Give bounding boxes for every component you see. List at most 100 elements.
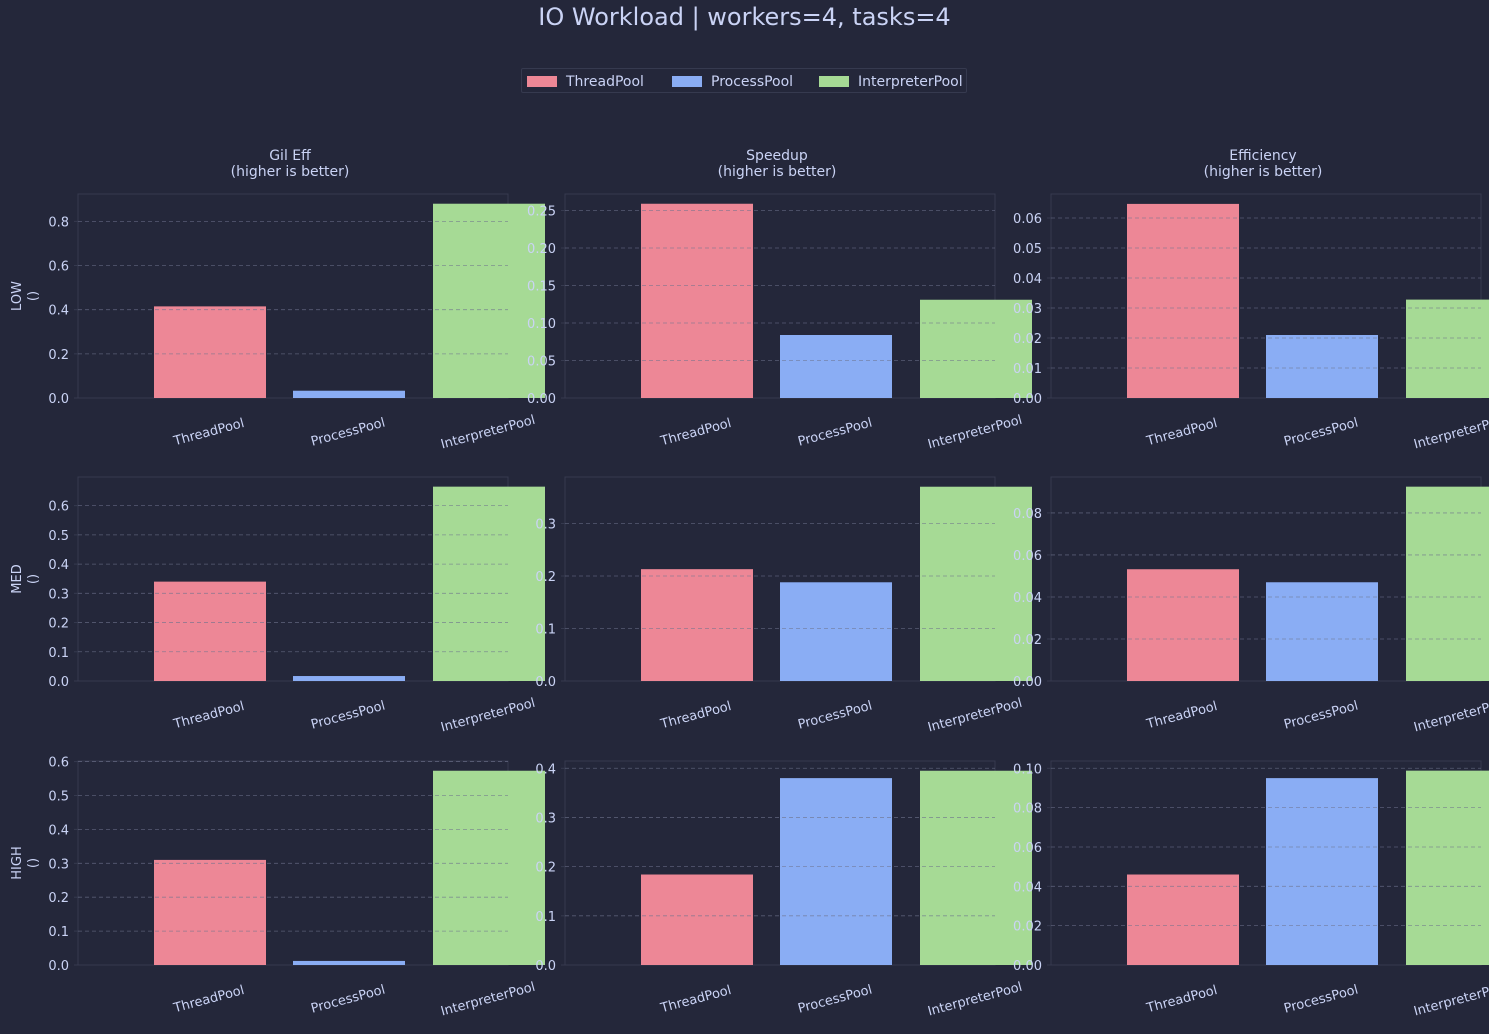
bar-threadpool xyxy=(641,203,753,398)
panel-high-gil-eff: 0.0 0.1 0.2 0.3 0.4 0.5 0.6 ThreadPool ProcessPo… xyxy=(48,756,545,1019)
bar-interpreterpool xyxy=(1406,770,1489,965)
x-tick-label-interpreterpool: InterpreterPool xyxy=(439,413,537,453)
bar-threadpool xyxy=(154,859,266,965)
row-sublabel: () xyxy=(26,291,41,301)
column-subtitle: (higher is better) xyxy=(1204,164,1323,180)
bar-interpreterpool xyxy=(433,486,545,681)
bar-processpool xyxy=(293,960,405,965)
x-tick-label-processpool: ProcessPool xyxy=(796,416,874,450)
bar-interpreterpool xyxy=(433,770,545,965)
y-tick-label: 0.25 xyxy=(527,205,556,220)
y-tick-label: 0.6 xyxy=(48,756,69,771)
y-tick-label: 0.05 xyxy=(1013,242,1042,257)
y-tick-label: 0.10 xyxy=(1013,762,1042,777)
bar-processpool xyxy=(293,390,405,398)
bar-threadpool xyxy=(1127,203,1239,398)
x-tick-label-processpool: ProcessPool xyxy=(309,983,387,1017)
panel-low-gil-eff: 0.0 0.2 0.4 0.6 0.8 ThreadPool ProcessPool Inte… xyxy=(48,193,545,453)
y-tick-label: 0.08 xyxy=(1013,507,1042,522)
y-tick-label: 0.08 xyxy=(1013,802,1042,817)
y-tick-label: 0.2 xyxy=(48,348,69,363)
bar-threadpool xyxy=(641,874,753,965)
y-tick-label: 0.04 xyxy=(1013,272,1042,287)
legend-label-interpreterpool: InterpreterPool xyxy=(858,73,963,90)
row-sublabel: () xyxy=(26,858,41,868)
y-tick-label: 0.4 xyxy=(48,823,69,838)
legend-label-threadpool: ThreadPool xyxy=(566,73,644,90)
x-tick-label-threadpool: ThreadPool xyxy=(171,983,246,1016)
x-tick-label-processpool: ProcessPool xyxy=(309,699,387,733)
y-tick-label: 0.6 xyxy=(48,500,69,515)
panel-med-efficiency: 0.00 0.02 0.04 0.06 0.08 ThreadPool ProcessPoo… xyxy=(1013,476,1489,736)
legend: ThreadPool ProcessPool InterpreterPool xyxy=(521,68,967,93)
legend-swatch-interpreterpool xyxy=(819,76,849,87)
x-tick-label-threadpool: ThreadPool xyxy=(171,416,246,449)
bar-threadpool xyxy=(154,581,266,681)
y-tick-label: 0.4 xyxy=(535,762,556,777)
x-tick-label-threadpool: ThreadPool xyxy=(658,699,733,732)
x-tick-label-interpreterpool: InterpreterPool xyxy=(926,696,1024,736)
y-tick-label: 0.2 xyxy=(535,570,556,585)
y-tick-label: 0.0 xyxy=(535,959,556,974)
legend-swatch-threadpool xyxy=(527,76,557,87)
bar-processpool xyxy=(1266,335,1378,398)
bar-interpreterpool xyxy=(433,203,545,398)
x-tick-label-processpool: ProcessPool xyxy=(309,416,387,450)
panel-high-efficiency: 0.00 0.02 0.04 0.06 0.08 0.10 ThreadPool Proces… xyxy=(1013,760,1489,1019)
y-tick-label: 0.0 xyxy=(48,675,69,690)
x-tick-label-threadpool: ThreadPool xyxy=(171,699,246,732)
bar-processpool xyxy=(1266,582,1378,681)
x-tick-label-interpreterpool: InterpreterPool xyxy=(1412,413,1489,453)
y-tick-label: 0.1 xyxy=(48,646,69,661)
bar-interpreterpool xyxy=(920,299,1032,398)
bar-processpool xyxy=(780,582,892,681)
y-tick-label: 0.06 xyxy=(1013,549,1042,564)
x-tick-label-threadpool: ThreadPool xyxy=(1144,416,1219,449)
y-tick-label: 0.3 xyxy=(48,857,69,872)
y-tick-label: 0.3 xyxy=(535,811,556,826)
x-tick-label-threadpool: ThreadPool xyxy=(1144,699,1219,732)
bar-processpool xyxy=(1266,778,1378,965)
column-title: Speedup xyxy=(746,148,808,164)
x-tick-label-processpool: ProcessPool xyxy=(1282,699,1360,733)
y-tick-label: 0.0 xyxy=(48,392,69,407)
y-tick-label: 0.1 xyxy=(48,925,69,940)
x-tick-label-threadpool: ThreadPool xyxy=(658,983,733,1016)
y-tick-label: 0.00 xyxy=(1013,959,1042,974)
bar-threadpool xyxy=(154,306,266,398)
y-tick-label: 0.5 xyxy=(48,529,69,544)
row-label: HIGH xyxy=(10,846,25,879)
y-tick-label: 0.06 xyxy=(1013,841,1042,856)
y-tick-label: 0.03 xyxy=(1013,302,1042,317)
y-tick-label: 0.00 xyxy=(527,392,556,407)
row-label: MED xyxy=(10,564,25,593)
y-tick-label: 0.02 xyxy=(1013,332,1042,347)
bar-threadpool xyxy=(1127,569,1239,681)
legend-item-threadpool: ThreadPool xyxy=(527,69,644,94)
y-tick-label: 0.20 xyxy=(527,242,556,257)
x-tick-label-interpreterpool: InterpreterPool xyxy=(926,413,1024,453)
x-tick-label-interpreterpool: InterpreterPool xyxy=(1412,696,1489,736)
y-tick-label: 0.2 xyxy=(535,861,556,876)
x-tick-label-processpool: ProcessPool xyxy=(796,699,874,733)
column-title: Gil Eff xyxy=(269,148,311,164)
bar-interpreterpool xyxy=(920,486,1032,681)
y-tick-label: 0.04 xyxy=(1013,591,1042,606)
y-tick-label: 0.0 xyxy=(48,959,69,974)
panel-low-efficiency: 0.00 0.01 0.02 0.03 0.04 0.05 0.06 ThreadPool Pr… xyxy=(1013,193,1489,453)
row-label: LOW xyxy=(10,281,25,311)
y-tick-label: 0.3 xyxy=(535,517,556,532)
x-tick-label-threadpool: ThreadPool xyxy=(658,416,733,449)
y-tick-label: 0.4 xyxy=(48,304,69,319)
bar-interpreterpool xyxy=(920,770,1032,965)
y-tick-label: 0.02 xyxy=(1013,633,1042,648)
column-subtitle: (higher is better) xyxy=(231,164,350,180)
legend-item-processpool: ProcessPool xyxy=(672,69,793,94)
x-tick-label-interpreterpool: InterpreterPool xyxy=(439,696,537,736)
y-tick-label: 0.10 xyxy=(527,317,556,332)
y-tick-label: 0.06 xyxy=(1013,212,1042,227)
y-tick-label: 0.5 xyxy=(48,789,69,804)
x-tick-label-threadpool: ThreadPool xyxy=(1144,983,1219,1016)
bar-processpool xyxy=(293,676,405,681)
